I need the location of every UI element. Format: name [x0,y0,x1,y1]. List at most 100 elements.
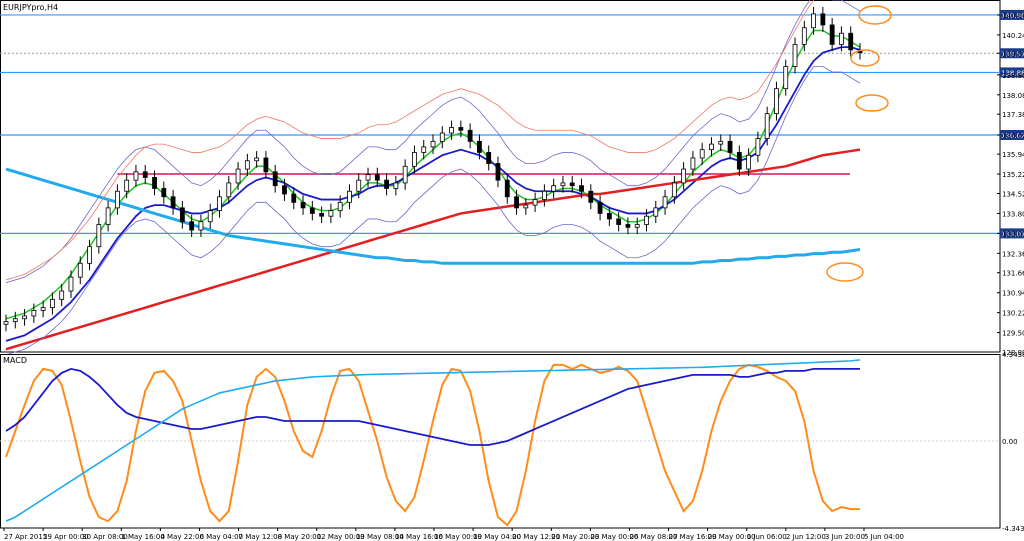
bb-upper [5,0,861,284]
candle-body [560,182,566,187]
candle-body [77,262,83,278]
x-tick-label: 14 May 16:00 [395,533,443,541]
candle-body [514,196,519,209]
candle-body [718,140,724,145]
candle-body [746,154,752,170]
x-tick-label: 16 May 00:00 [434,533,482,541]
price-tick-label: 140.240 [1002,32,1024,40]
x-tick-label: 12 May 00:00 [317,533,365,541]
candle-body [87,246,92,264]
candle-body [300,201,306,209]
candle-body [690,157,696,170]
candle-body [625,224,631,228]
candle-body [12,318,18,322]
price-tick-label: 132.360 [1002,250,1024,258]
price-tick-label: 139.578 [1002,50,1024,58]
candle-body [848,32,854,51]
candle-body [179,207,185,223]
price-tick-label: 138.800 [1002,72,1024,80]
price-tag-bg [1000,9,1024,20]
price-tick-label: 131.660 [1002,270,1024,278]
candle-body [532,199,538,206]
candle-body [588,190,594,203]
candle-body [421,146,427,153]
price-tag-label: 139.578 [1001,50,1024,58]
candle-body [319,213,325,217]
x-tick-label: 13 May 08:00 [356,533,404,541]
price-tag-label: 138.887 [1001,69,1024,77]
candle-body [811,13,816,29]
candle-body [263,157,269,173]
highlight-circle-0 [858,5,892,25]
x-tick-label: 1 Jun 06:00 [747,533,787,541]
candle-body [207,210,213,223]
candle-body [467,129,473,142]
candle-body [31,310,37,317]
candle-body [198,221,204,231]
macd-pane [0,354,1001,529]
x-tick-label: 29 May 00:00 [708,533,756,541]
highlight-circle-3 [826,262,864,282]
price-tick-label: 140.960 [1002,12,1024,20]
candle-body [783,66,789,90]
candle-body [365,174,371,181]
candle-body [634,224,640,228]
candle-body [541,190,547,200]
price-frame [0,0,1001,353]
candle-body [272,171,278,187]
macd-tick-label: 4.3438 [1002,351,1024,359]
candle-body [764,113,770,139]
candle-body [235,168,241,184]
candle-body [644,215,649,225]
x-tick-label: 2 Jun 12:00 [786,533,826,541]
price-pane: 140.961 139.578 138.887 136.629 133.079 [0,0,1024,356]
candle-body [3,321,9,325]
candle-body [217,196,222,212]
candle-body [653,207,659,217]
macd-series-signal [5,359,861,522]
price-tag-2: 138.887 [1000,67,1024,78]
candle-body [774,88,779,115]
x-tick-label: 6 May 04:00 [199,533,243,541]
candle-body [347,190,352,203]
x-tick-label: 27 May 16:00 [669,533,717,541]
candle-body [402,165,408,184]
price-tag-label: 136.629 [1001,132,1024,140]
candle-body [22,315,27,320]
price-tick-label: 130.220 [1002,310,1024,318]
candle-body [606,213,612,220]
price-tag-bg [1000,67,1024,78]
price-tick-label: 135.220 [1002,171,1024,179]
candle-body [449,127,454,134]
candle-body [393,182,399,189]
candle-body [839,32,844,45]
candle-body [50,298,55,309]
macd-title: MACD [3,356,27,365]
candle-body [384,179,389,189]
candle-body [820,13,826,26]
candle-body [458,127,464,131]
candle-body [226,182,232,198]
candle-body [495,163,501,181]
candle-body [328,210,334,217]
price-tick-label: 135.940 [1002,151,1024,159]
candle-body [709,143,714,151]
candle-body [755,138,761,156]
candle-body [282,185,287,195]
candle-body [597,201,603,214]
env-upper [5,0,815,281]
macd-series-macd [5,367,860,446]
candle-body [792,43,798,67]
x-tick-label: 26 May 08:00 [629,533,677,541]
price-tick-label: 133.800 [1002,210,1024,218]
candle-body [801,27,807,45]
x-tick-label: 7 May 12:00 [239,533,283,541]
candle-body [579,185,584,192]
price-tag-label: 133.079 [1001,230,1024,238]
candle-body [699,149,705,159]
candle-body [504,179,510,198]
candle-body [523,204,529,209]
highlight-circle-2 [855,94,889,112]
candle-body [477,140,482,153]
